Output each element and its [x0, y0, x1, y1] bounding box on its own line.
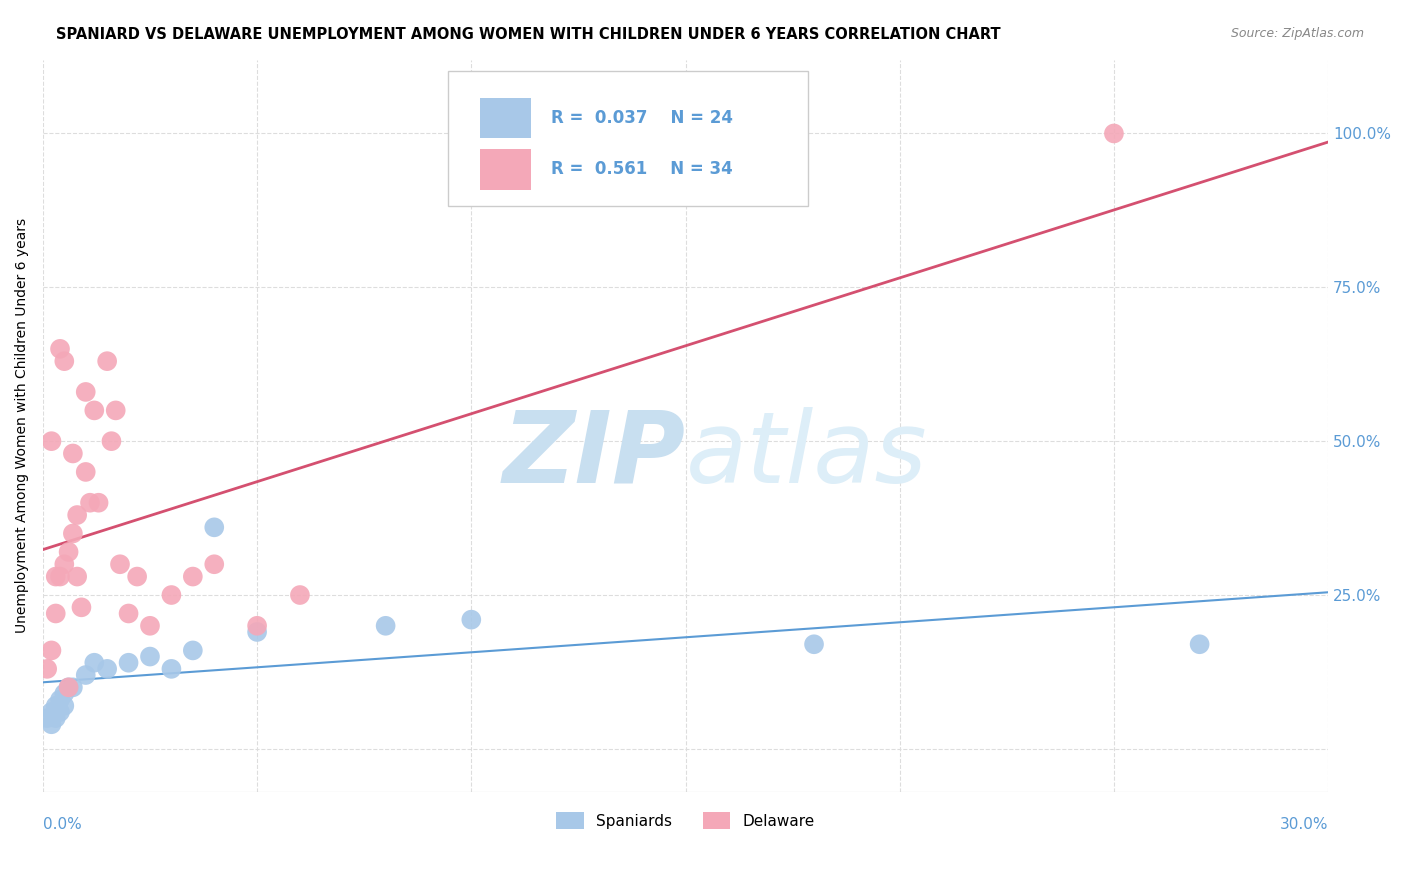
Point	[62, 446, 84, 460]
Bar	[479, 98, 531, 138]
Text: atlas: atlas	[686, 407, 927, 504]
Point	[139, 619, 162, 633]
Point	[83, 656, 105, 670]
Point	[127, 569, 149, 583]
Text: Source: ZipAtlas.com: Source: ZipAtlas.com	[1230, 27, 1364, 40]
Point	[181, 569, 204, 583]
Point	[96, 354, 118, 368]
Point	[49, 569, 72, 583]
Point	[41, 705, 63, 719]
Point	[53, 354, 76, 368]
Point	[45, 569, 67, 583]
Point	[202, 558, 225, 572]
Y-axis label: Unemployment Among Women with Children Under 6 years: Unemployment Among Women with Children U…	[15, 219, 30, 633]
Point	[1188, 637, 1211, 651]
Point	[58, 681, 80, 695]
Legend: Spaniards, Delaware: Spaniards, Delaware	[550, 805, 821, 836]
Bar	[479, 149, 531, 190]
Point	[75, 384, 97, 399]
Text: ZIP: ZIP	[502, 407, 686, 504]
Point	[374, 619, 396, 633]
Text: R =  0.561    N = 34: R = 0.561 N = 34	[551, 161, 733, 178]
Text: R =  0.037    N = 24: R = 0.037 N = 24	[551, 109, 733, 128]
Point	[181, 643, 204, 657]
Point	[37, 711, 59, 725]
Point	[460, 613, 482, 627]
FancyBboxPatch shape	[447, 70, 807, 206]
Point	[108, 558, 131, 572]
Point	[66, 569, 89, 583]
Point	[53, 558, 76, 572]
Point	[160, 662, 183, 676]
Point	[49, 692, 72, 706]
Point	[70, 600, 93, 615]
Point	[288, 588, 311, 602]
Point	[79, 496, 101, 510]
Point	[41, 717, 63, 731]
Point	[75, 668, 97, 682]
Point	[803, 637, 825, 651]
Text: 30.0%: 30.0%	[1279, 816, 1329, 831]
Point	[62, 526, 84, 541]
Point	[49, 705, 72, 719]
Point	[45, 607, 67, 621]
Point	[58, 681, 80, 695]
Point	[58, 545, 80, 559]
Point	[62, 681, 84, 695]
Point	[117, 607, 139, 621]
Point	[139, 649, 162, 664]
Text: SPANIARD VS DELAWARE UNEMPLOYMENT AMONG WOMEN WITH CHILDREN UNDER 6 YEARS CORREL: SPANIARD VS DELAWARE UNEMPLOYMENT AMONG …	[56, 27, 1001, 42]
Point	[75, 465, 97, 479]
Point	[202, 520, 225, 534]
Text: 0.0%: 0.0%	[44, 816, 82, 831]
Point	[104, 403, 127, 417]
Point	[66, 508, 89, 522]
Point	[246, 619, 269, 633]
Point	[41, 434, 63, 449]
Point	[45, 698, 67, 713]
Point	[49, 342, 72, 356]
Point	[87, 496, 110, 510]
Point	[53, 698, 76, 713]
Point	[246, 624, 269, 639]
Point	[53, 686, 76, 700]
Point	[45, 711, 67, 725]
Point	[160, 588, 183, 602]
Point	[41, 643, 63, 657]
Point	[83, 403, 105, 417]
Point	[37, 662, 59, 676]
Point	[100, 434, 122, 449]
Point	[96, 662, 118, 676]
Point	[117, 656, 139, 670]
Point	[1102, 127, 1125, 141]
